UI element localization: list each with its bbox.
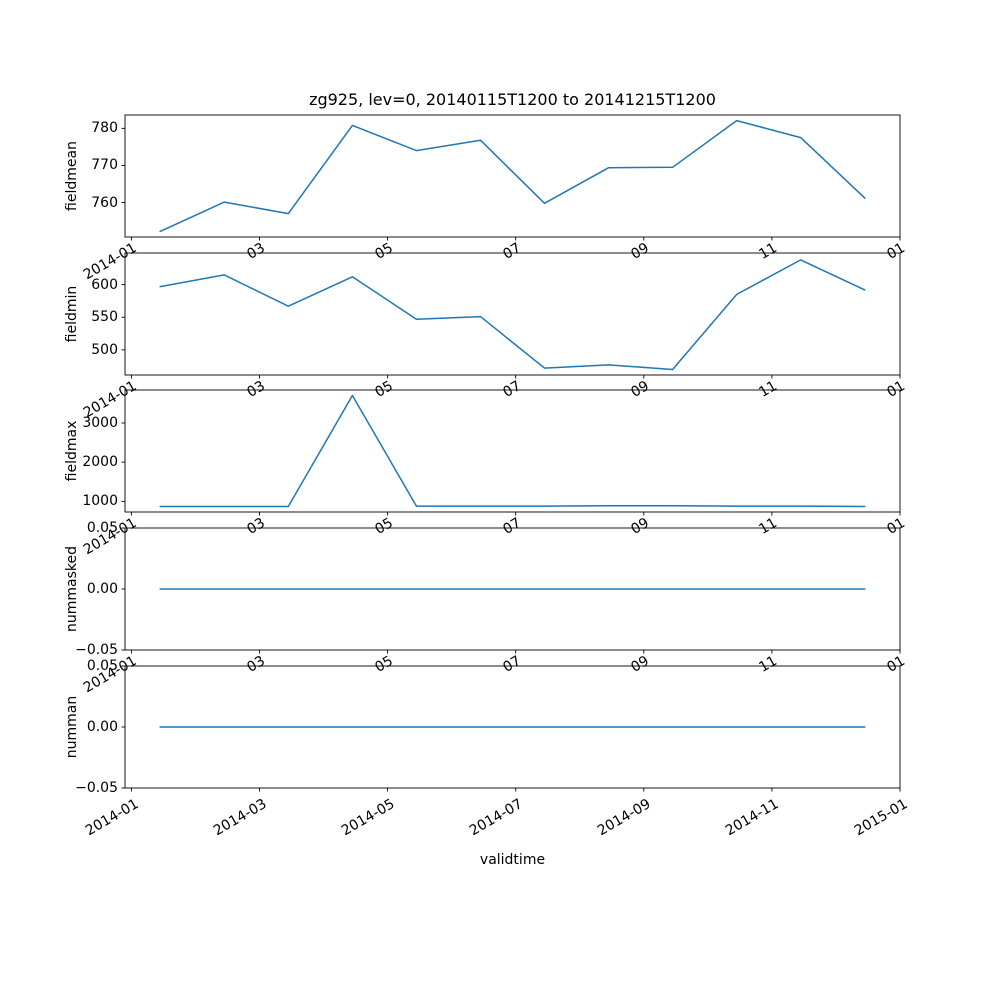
y-tick-label: 500 bbox=[91, 341, 118, 358]
y-tick-label: 550 bbox=[91, 309, 118, 326]
y-tick-label: 2000 bbox=[82, 454, 118, 471]
y-tick-label: 0.05 bbox=[86, 520, 118, 536]
y-tick-label: 3000 bbox=[82, 414, 118, 431]
y-tick-label: 1000 bbox=[82, 493, 118, 510]
y-axis-label-fieldmean: fieldmean bbox=[64, 141, 80, 211]
axes-fieldmin bbox=[124, 252, 901, 376]
y-tick-label: 780 bbox=[91, 120, 118, 137]
y-tick-label: 600 bbox=[91, 276, 118, 293]
y-tick-label: 0.00 bbox=[86, 719, 118, 735]
y-axis-label-numman: numman bbox=[64, 695, 80, 759]
y-axis-label-fieldmax: fieldmax bbox=[64, 420, 80, 482]
y-tick-label: 760 bbox=[91, 194, 118, 211]
line-fieldmax bbox=[159, 394, 866, 508]
y-tick-label: 770 bbox=[91, 157, 118, 174]
y-axis-label-nummasked: nummasked bbox=[64, 546, 80, 633]
y-tick-label: −0.05 bbox=[75, 642, 118, 658]
axes-fieldmean bbox=[124, 114, 901, 238]
y-tick-label: −0.05 bbox=[75, 780, 118, 796]
line-fieldmin bbox=[159, 259, 866, 371]
y-tick-label: 0.00 bbox=[86, 581, 118, 597]
y-tick-label: 0.05 bbox=[86, 658, 118, 674]
figure-title: zg925, lev=0, 20140115T1200 to 20141215T… bbox=[309, 90, 716, 109]
x-axis-label: validtime bbox=[479, 852, 546, 868]
line-fieldmean bbox=[159, 119, 866, 233]
y-axis-label-fieldmin: fieldmin bbox=[64, 285, 80, 343]
axes-fieldmax bbox=[124, 389, 901, 513]
